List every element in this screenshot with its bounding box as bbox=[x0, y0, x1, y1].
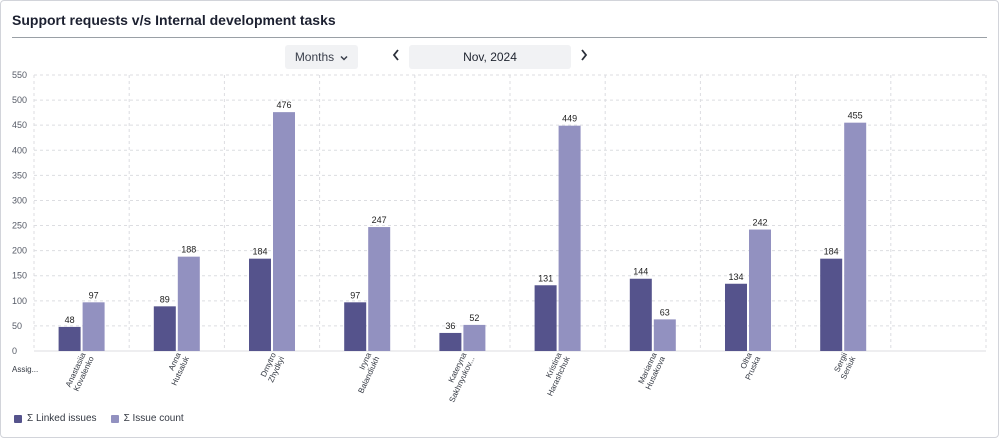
chart-legend: Σ Linked issues Σ Issue count bbox=[14, 413, 184, 424]
data-label: 247 bbox=[372, 215, 387, 225]
bar-linked-issues bbox=[725, 283, 747, 351]
chart-title: Support requests v/s Internal developmen… bbox=[12, 12, 336, 28]
bar-issue-count bbox=[558, 125, 581, 351]
x-tick-label: IrynaBalandiukh bbox=[348, 351, 381, 395]
bar-linked-issues bbox=[153, 306, 176, 351]
y-tick-label: 100 bbox=[12, 296, 27, 306]
chevron-down-icon bbox=[340, 50, 348, 64]
x-tick-label: AnnaHutsaluk bbox=[161, 350, 192, 387]
bar-linked-issues bbox=[249, 258, 271, 351]
y-tick-label: 200 bbox=[12, 246, 27, 256]
x-tick-label: MariannaHusakova bbox=[636, 351, 668, 391]
bar-issue-count bbox=[749, 229, 771, 351]
data-label: 97 bbox=[350, 290, 360, 300]
data-label: 455 bbox=[848, 111, 863, 121]
bar-linked-issues bbox=[58, 326, 81, 351]
y-tick-label: 250 bbox=[12, 221, 27, 231]
x-tick-label: AnastasiiaKovalenko bbox=[64, 351, 96, 393]
y-tick-label: 300 bbox=[12, 195, 27, 205]
legend-swatch-issue-count bbox=[110, 414, 119, 423]
bar-linked-issues bbox=[439, 332, 462, 351]
chevron-left-icon bbox=[392, 48, 400, 66]
legend-item-linked-issues[interactable]: Σ Linked issues bbox=[14, 413, 97, 424]
y-tick-label: 500 bbox=[12, 95, 27, 105]
current-period-display: Nov, 2024 bbox=[409, 45, 571, 69]
data-label: 97 bbox=[89, 290, 99, 300]
title-divider bbox=[12, 37, 987, 38]
chevron-right-icon bbox=[580, 48, 588, 66]
data-label: 48 bbox=[65, 315, 75, 325]
data-label: 131 bbox=[538, 273, 553, 283]
data-label: 134 bbox=[728, 272, 743, 282]
legend-swatch-linked-issues bbox=[14, 414, 22, 423]
x-tick-label-text: AnastasiiaKovalenko bbox=[64, 351, 96, 393]
legend-item-issue-count[interactable]: Σ Issue count bbox=[110, 413, 184, 424]
bar-linked-issues bbox=[629, 278, 652, 351]
x-tick-label-text: OlhaPruska bbox=[735, 351, 762, 382]
x-tick-label-text: MariannaHusakova bbox=[636, 351, 668, 391]
data-label: 184 bbox=[824, 247, 839, 257]
y-tick-label: 450 bbox=[12, 120, 27, 130]
bar-issue-count bbox=[844, 122, 867, 351]
data-label: 52 bbox=[469, 313, 479, 323]
next-period-button[interactable] bbox=[575, 48, 593, 66]
x-tick-label-text: IrynaBalandiukh bbox=[348, 351, 381, 395]
x-tick-label-text: SergiiSeniuk bbox=[831, 350, 858, 381]
y-tick-label: 150 bbox=[12, 271, 27, 281]
data-label: 242 bbox=[752, 218, 767, 228]
y-tick-label: 400 bbox=[12, 145, 27, 155]
bar-issue-count bbox=[463, 324, 486, 351]
y-tick-label: 50 bbox=[12, 321, 22, 331]
legend-label-issue-count: Σ Issue count bbox=[123, 413, 184, 424]
data-label: 63 bbox=[660, 307, 670, 317]
y-tick-label: 0 bbox=[12, 346, 17, 356]
x-tick-label: KaterynaSakhnyukov... bbox=[439, 351, 477, 404]
bar-issue-count bbox=[273, 112, 295, 351]
x-tick-label-text: DmytroZhydkyi bbox=[258, 351, 286, 384]
data-label: 36 bbox=[445, 321, 455, 331]
bar-issue-count bbox=[653, 319, 676, 351]
x-tick-label-text: KaterynaSakhnyukov... bbox=[439, 351, 477, 404]
data-label: 184 bbox=[252, 247, 267, 257]
previous-period-button[interactable] bbox=[387, 48, 405, 66]
data-label: 449 bbox=[562, 114, 577, 124]
period-dropdown-label: Months bbox=[294, 50, 335, 64]
x-tick-label: DmytroZhydkyi bbox=[258, 351, 286, 384]
legend-label-linked-issues: Σ Linked issues bbox=[27, 413, 97, 424]
period-dropdown[interactable]: Months bbox=[285, 45, 358, 69]
x-axis-label: Assig... bbox=[12, 365, 38, 374]
bar-issue-count bbox=[177, 256, 200, 351]
bar-linked-issues bbox=[820, 258, 843, 351]
data-label: 188 bbox=[181, 245, 196, 255]
x-tick-label-text: KristinaHarashchuk bbox=[537, 350, 572, 397]
bar-issue-count bbox=[368, 227, 391, 351]
data-label: 476 bbox=[276, 100, 291, 110]
x-tick-label: SergiiSeniuk bbox=[831, 350, 858, 381]
x-tick-label: OlhaPruska bbox=[735, 351, 763, 382]
bar-linked-issues bbox=[534, 285, 557, 351]
x-tick-label: KristinaHarashchuk bbox=[537, 350, 572, 398]
data-label: 144 bbox=[633, 267, 648, 277]
bar-linked-issues bbox=[344, 302, 367, 351]
data-label: 89 bbox=[160, 294, 170, 304]
bar-issue-count bbox=[82, 302, 105, 351]
x-tick-label-text: AnnaHutsaluk bbox=[161, 350, 191, 387]
y-tick-label: 550 bbox=[12, 70, 27, 80]
y-tick-label: 350 bbox=[12, 170, 27, 180]
